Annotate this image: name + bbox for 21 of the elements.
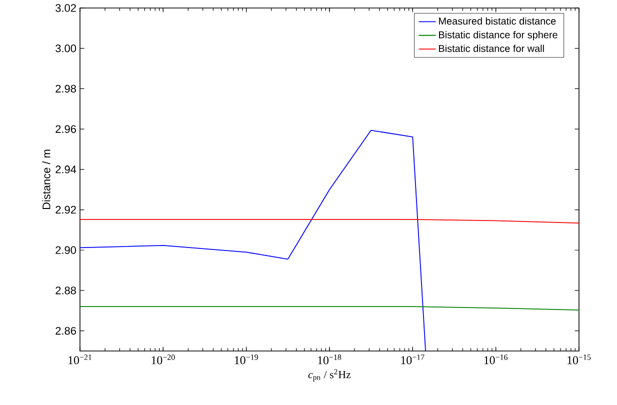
y-tick-label: 2.86 (56, 326, 76, 335)
legend-label: Measured bistatic distance (439, 17, 556, 25)
y-tick-label: 3.00 (56, 44, 76, 52)
x-tick-label: 10$^{−16}$ (484, 354, 508, 364)
legend-label: Bistatic distance for sphere (439, 31, 558, 40)
x-tick-label: 10$^{−19}$ (234, 354, 258, 364)
y-tick-label: 2.88 (56, 286, 76, 294)
x-tick-label: 10$^{−15}$ (568, 354, 591, 364)
y-tick-label: 2.94 (56, 166, 76, 174)
y-tick-label: 2.90 (56, 246, 76, 254)
legend-label: Bistatic distance for wall (439, 44, 544, 52)
x-tick-label: 10$^{−21}$ (68, 354, 92, 364)
x-tick-label: 10$^{−18}$ (318, 354, 342, 364)
y-tick-label: 3.02 (56, 4, 76, 12)
x-tick-label: 10$^{−17}$ (401, 354, 424, 364)
x-axis-title: c$_{pn}$ / s$^{2}$Hz (308, 369, 351, 382)
y-tick-label: 2.92 (56, 206, 76, 214)
x-tick-label: 10$^{−20}$ (152, 354, 175, 364)
y-tick-label: 2.98 (56, 84, 76, 93)
y-tick-label: 2.96 (56, 125, 76, 133)
y-axis-title: Distance / m (42, 150, 50, 210)
